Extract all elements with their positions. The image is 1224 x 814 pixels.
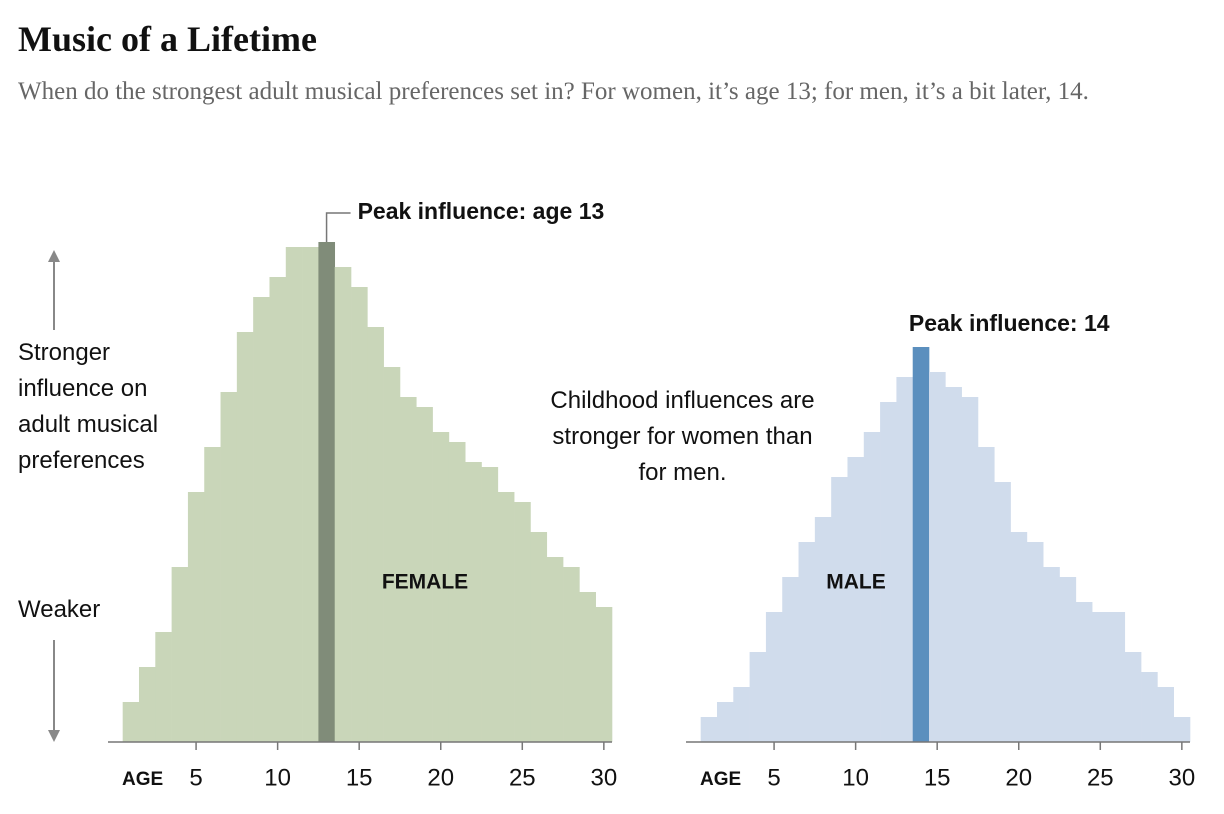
- bar: [351, 287, 368, 742]
- bar: [138, 667, 156, 742]
- bar: [863, 432, 881, 742]
- bar: [530, 532, 548, 742]
- y-label: Stronger influence on adult musical pref…: [18, 339, 159, 474]
- bar: [465, 462, 482, 742]
- x-axis-label: AGE: [122, 769, 163, 790]
- series-label: FEMALE: [382, 571, 468, 594]
- bar: [399, 397, 417, 742]
- annotation: Peak influence: 14: [909, 310, 1110, 336]
- series-label: MALE: [826, 571, 886, 594]
- bar: [514, 502, 531, 742]
- bar: [432, 432, 450, 742]
- bar: [204, 447, 221, 742]
- bar: [1141, 672, 1158, 742]
- bar: [831, 477, 848, 742]
- x-tick-label: 25: [509, 764, 536, 791]
- x-tick-label: 10: [842, 764, 869, 791]
- bar: [716, 702, 734, 742]
- x-tick-label: 15: [346, 764, 373, 791]
- bar: [733, 687, 750, 742]
- bar: [814, 517, 832, 742]
- x-tick-label: 15: [924, 764, 951, 791]
- bar: [1043, 567, 1060, 742]
- bar: [749, 652, 767, 742]
- bar: [700, 717, 718, 742]
- x-tick-label: 30: [590, 764, 617, 791]
- bar: [994, 482, 1011, 742]
- bar: [945, 387, 962, 742]
- bar: [122, 702, 140, 742]
- bar: [302, 247, 319, 742]
- bar: [847, 457, 865, 742]
- bar: [448, 442, 466, 742]
- arrow-head: [48, 250, 60, 262]
- bar: [912, 347, 930, 742]
- arrow-head: [48, 730, 60, 742]
- x-axis-label: AGE: [700, 769, 741, 790]
- leader-line: [325, 212, 351, 242]
- bar: [961, 397, 979, 742]
- bar: [253, 297, 270, 742]
- x-tick-label: 20: [1005, 764, 1032, 791]
- bar: [1026, 542, 1044, 742]
- bar: [563, 567, 580, 742]
- bar: [334, 267, 352, 742]
- bar: [155, 632, 172, 742]
- bar: [481, 467, 499, 742]
- bar: [318, 242, 336, 742]
- bar: [285, 247, 303, 742]
- x-tick-label: 20: [427, 764, 454, 791]
- y-label: Weaker: [18, 596, 101, 623]
- bar: [595, 607, 613, 742]
- bar: [497, 492, 515, 742]
- x-tick-label: 25: [1087, 764, 1114, 791]
- annotation: Childhood influences are stronger for wo…: [550, 387, 815, 486]
- bar: [880, 402, 897, 742]
- annotation: Peak influence: age 13: [358, 198, 605, 224]
- x-tick-label: 5: [189, 764, 202, 791]
- bar: [929, 372, 946, 742]
- bar: [765, 612, 783, 742]
- bar: [220, 392, 238, 742]
- bar: [383, 367, 401, 742]
- bar: [782, 577, 799, 742]
- bar: [1157, 687, 1174, 742]
- bar: [1173, 717, 1191, 742]
- bar: [1010, 532, 1028, 742]
- x-tick-label: 10: [264, 764, 291, 791]
- bar: [546, 557, 564, 742]
- bar: [1124, 652, 1142, 742]
- bar: [1059, 577, 1077, 742]
- bar: [171, 567, 189, 742]
- bar: [977, 447, 995, 742]
- bar: [1092, 612, 1109, 742]
- bar: [269, 277, 287, 742]
- bar: [187, 492, 205, 742]
- bar: [416, 407, 433, 742]
- bar: [1108, 612, 1126, 742]
- bar: [798, 542, 816, 742]
- x-tick-label: 30: [1168, 764, 1195, 791]
- subtitle: When do the strongest adult musical pref…: [18, 78, 1089, 105]
- title: Music of a Lifetime: [18, 19, 317, 59]
- bar: [236, 332, 254, 742]
- x-tick-label: 5: [767, 764, 780, 791]
- bar: [579, 592, 596, 742]
- bar: [1075, 602, 1093, 742]
- bar: [367, 327, 384, 742]
- bar: [896, 377, 914, 742]
